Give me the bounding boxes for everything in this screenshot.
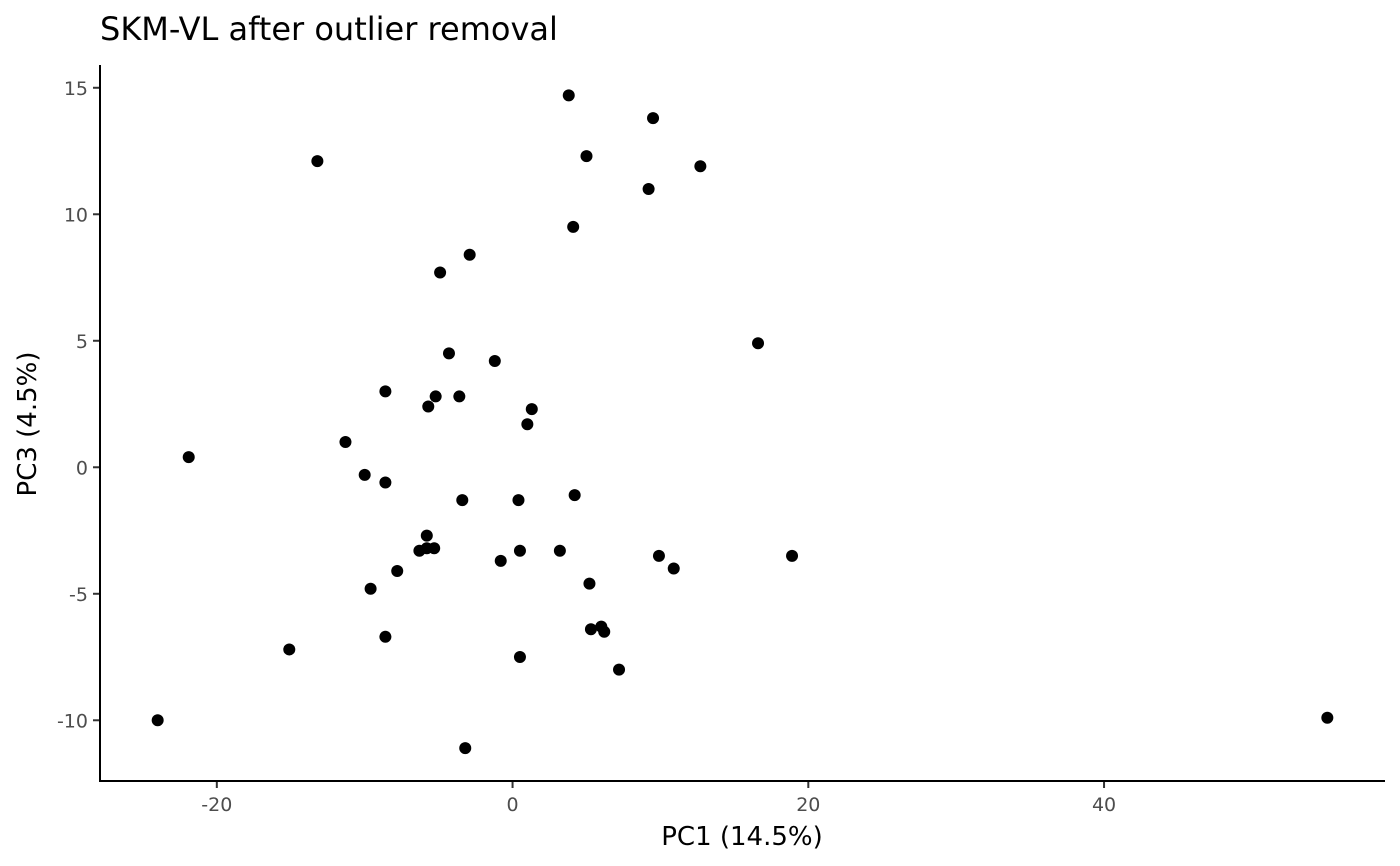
x-axis-ticks: -20 0 20 40: [201, 781, 1116, 816]
x-tick-label: 40: [1092, 794, 1116, 816]
y-axis-ticks: -10 -5 0 5 10 15: [57, 78, 100, 732]
data-point: [488, 355, 501, 368]
data-point: [434, 266, 447, 279]
data-point: [391, 565, 404, 578]
y-tick-label: 0: [76, 457, 88, 479]
data-point: [358, 468, 371, 481]
data-point: [422, 400, 435, 413]
data-point: [364, 582, 377, 595]
y-tick-label: 5: [76, 331, 88, 353]
data-point: [420, 529, 433, 542]
data-point: [459, 742, 472, 755]
data-point: [752, 337, 765, 350]
data-point: [429, 390, 442, 403]
y-tick-label: -10: [57, 710, 88, 732]
data-point: [652, 549, 665, 562]
data-point: [583, 577, 596, 590]
x-tick-label: 0: [507, 794, 519, 816]
data-point: [513, 651, 526, 664]
data-point: [567, 220, 580, 233]
data-point: [283, 643, 296, 656]
data-point: [442, 347, 455, 360]
data-point: [568, 489, 581, 502]
data-point: [513, 544, 526, 557]
data-point: [598, 625, 611, 638]
data-point: [647, 112, 660, 125]
data-point: [151, 714, 164, 727]
data-point: [553, 544, 566, 557]
x-tick-label: 20: [796, 794, 820, 816]
x-axis-title: PC1 (14.5%): [661, 822, 823, 852]
data-point: [379, 476, 392, 489]
x-tick-label: -20: [201, 794, 232, 816]
y-axis-title: PC3 (4.5%): [13, 352, 43, 497]
data-point: [642, 182, 655, 195]
data-point: [613, 663, 626, 676]
data-point: [694, 160, 707, 173]
data-point: [584, 623, 597, 636]
data-point: [667, 562, 680, 575]
data-point: [580, 150, 593, 163]
data-point: [339, 435, 352, 448]
data-point: [562, 89, 575, 102]
data-point: [428, 542, 441, 555]
data-points: [151, 89, 1334, 755]
data-point: [525, 403, 538, 416]
y-tick-label: 15: [64, 78, 88, 100]
data-point: [494, 554, 507, 567]
data-point: [521, 418, 534, 431]
data-point: [786, 549, 799, 562]
chart-title: SKM-VL after outlier removal: [100, 10, 558, 48]
data-point: [1321, 711, 1334, 724]
data-point: [379, 630, 392, 643]
data-point: [182, 451, 195, 464]
data-point: [453, 390, 466, 403]
y-tick-label: 10: [64, 204, 88, 226]
data-point: [379, 385, 392, 398]
data-point: [456, 494, 469, 507]
data-point: [512, 494, 525, 507]
data-point: [311, 155, 324, 168]
data-point: [463, 248, 476, 261]
y-tick-label: -5: [69, 584, 88, 606]
